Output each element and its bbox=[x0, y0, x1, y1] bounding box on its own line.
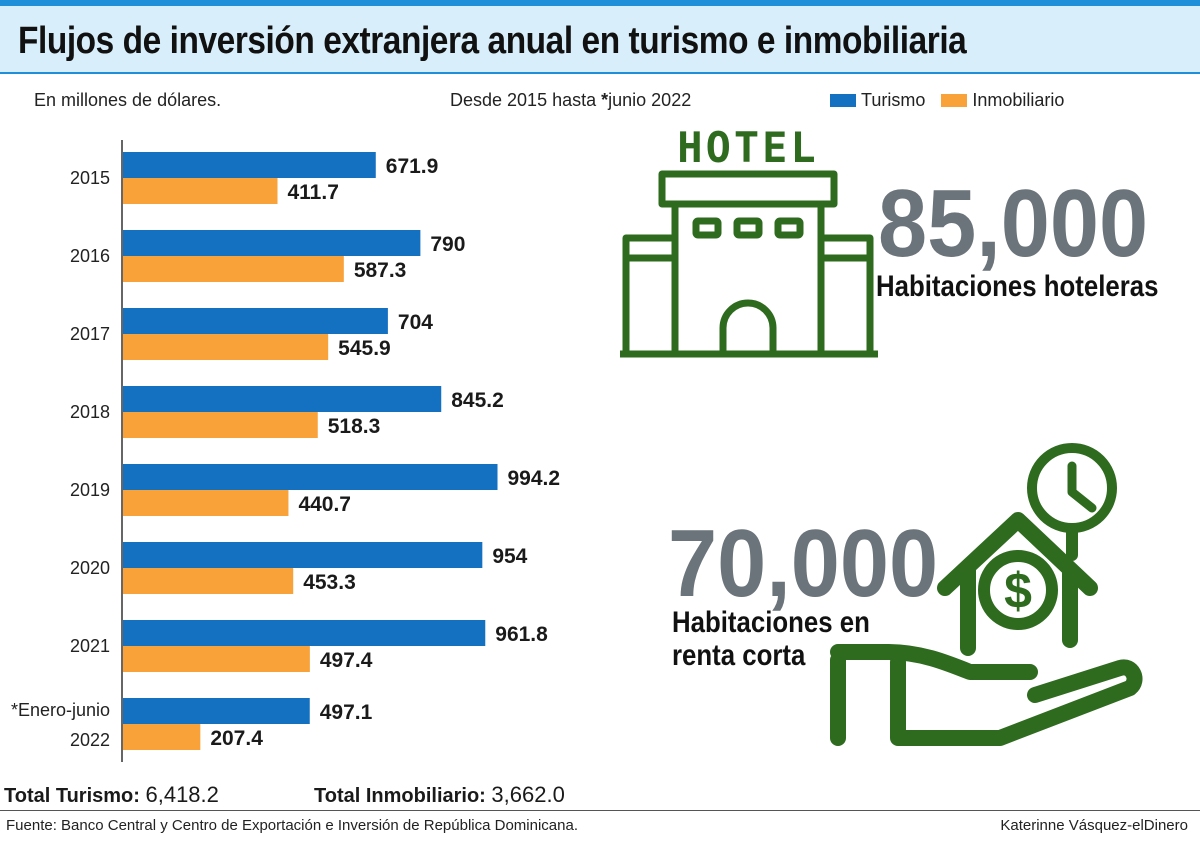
category-label: 2021 bbox=[70, 636, 110, 656]
bar-value-label: 587.3 bbox=[354, 259, 407, 282]
bar-inmobiliario bbox=[122, 178, 278, 204]
bar-turismo bbox=[122, 308, 388, 334]
bar-value-label: 704 bbox=[398, 311, 433, 334]
bar-value-label: 207.4 bbox=[210, 727, 263, 750]
bar-turismo bbox=[122, 386, 442, 412]
bar-inmobiliario bbox=[122, 646, 310, 672]
hotel-rooms-caption: Habitaciones hoteleras bbox=[876, 270, 1159, 303]
period-suffix: junio 2022 bbox=[608, 90, 692, 110]
category-label: 2019 bbox=[70, 480, 110, 500]
rental-rooms-caption: Habitaciones en renta corta bbox=[672, 606, 870, 672]
legend-label-turismo: Turismo bbox=[861, 90, 926, 110]
legend-item-turismo: Turismo bbox=[830, 90, 925, 111]
total-turismo-label: Total Turismo: bbox=[4, 785, 140, 807]
period-star: * bbox=[601, 90, 609, 110]
legend: Turismo Inmobiliario bbox=[830, 90, 1080, 111]
bar-value-label: 497.4 bbox=[320, 649, 373, 672]
bar-inmobiliario bbox=[122, 724, 201, 750]
category-label: *Enero-junio bbox=[11, 700, 110, 720]
chart-title: Flujos de inversión extranjera anual en … bbox=[18, 20, 967, 62]
category-label: 2017 bbox=[70, 324, 110, 344]
source-note: Fuente: Banco Central y Centro de Export… bbox=[6, 817, 578, 834]
bar-turismo bbox=[122, 620, 486, 646]
bar-inmobiliario bbox=[122, 412, 318, 438]
bar-value-label: 790 bbox=[430, 233, 465, 256]
hotel-rooms-number: 85,000 bbox=[878, 170, 1149, 277]
author-credit: Katerinne Vásquez-elDinero bbox=[1000, 817, 1188, 834]
bar-value-label: 518.3 bbox=[328, 415, 381, 438]
bar-value-label: 545.9 bbox=[338, 337, 391, 360]
hotel-sign: HOTEL bbox=[677, 123, 818, 172]
bar-value-label: 845.2 bbox=[451, 389, 504, 412]
bar-value-label: 961.8 bbox=[495, 623, 548, 646]
bar-value-label: 497.1 bbox=[320, 701, 373, 724]
legend-item-inmobiliario: Inmobiliario bbox=[941, 90, 1064, 111]
category-label: 2016 bbox=[70, 246, 110, 266]
category-label: 2020 bbox=[70, 558, 110, 578]
bar-value-label: 994.2 bbox=[508, 467, 561, 490]
units-note: En millones de dólares. bbox=[34, 90, 222, 110]
total-turismo: Total Turismo: 6,418.2 bbox=[4, 782, 219, 808]
total-turismo-value: 6,418.2 bbox=[145, 782, 219, 807]
bar-turismo bbox=[122, 152, 376, 178]
legend-swatch-turismo bbox=[830, 94, 856, 107]
bar-inmobiliario bbox=[122, 256, 344, 282]
bar-value-label: 411.7 bbox=[287, 181, 338, 204]
bar-chart: 2015 671.9 411.7 2016 790 587.3 2017 704 545.9 20… bbox=[11, 140, 561, 762]
category-label: 2018 bbox=[70, 402, 110, 422]
legend-label-inmobiliario: Inmobiliario bbox=[972, 90, 1065, 110]
bar-value-label: 453.3 bbox=[303, 571, 356, 594]
bar-value-label: 440.7 bbox=[298, 493, 351, 516]
bar-inmobiliario bbox=[122, 490, 289, 516]
footer-divider bbox=[0, 810, 1200, 811]
house-in-hand-clock-icon: $ bbox=[830, 443, 1143, 746]
currency-symbol: $ bbox=[1004, 563, 1032, 619]
category-label: 2015 bbox=[70, 168, 110, 188]
bar-turismo bbox=[122, 464, 498, 490]
title-band: Flujos de inversión extranjera anual en … bbox=[0, 6, 1200, 74]
total-inmobiliario-value: 3,662.0 bbox=[491, 782, 565, 807]
total-inmobiliario: Total Inmobiliario: 3,662.0 bbox=[314, 782, 565, 808]
hotel-building-icon: HOTEL bbox=[620, 123, 878, 358]
rental-caption-line2: renta corta bbox=[672, 639, 806, 672]
period-note: Desde 2015 hasta *junio 2022 bbox=[450, 90, 691, 111]
bar-inmobiliario bbox=[122, 568, 294, 594]
legend-swatch-inmobiliario bbox=[941, 94, 968, 107]
total-inmobiliario-label: Total Inmobiliario: bbox=[314, 785, 486, 807]
rental-caption-line1: Habitaciones en bbox=[672, 606, 870, 639]
period-prefix: Desde 2015 hasta bbox=[450, 90, 602, 110]
category-label: 2022 bbox=[70, 730, 110, 750]
bar-value-label: 671.9 bbox=[386, 155, 439, 178]
rental-rooms-number: 70,000 bbox=[668, 510, 939, 617]
bar-turismo bbox=[122, 230, 421, 256]
bar-turismo bbox=[122, 698, 310, 724]
bar-value-label: 954 bbox=[492, 545, 527, 568]
top-accent-bar bbox=[0, 0, 1200, 6]
bar-turismo bbox=[122, 542, 483, 568]
bar-inmobiliario bbox=[122, 334, 329, 360]
